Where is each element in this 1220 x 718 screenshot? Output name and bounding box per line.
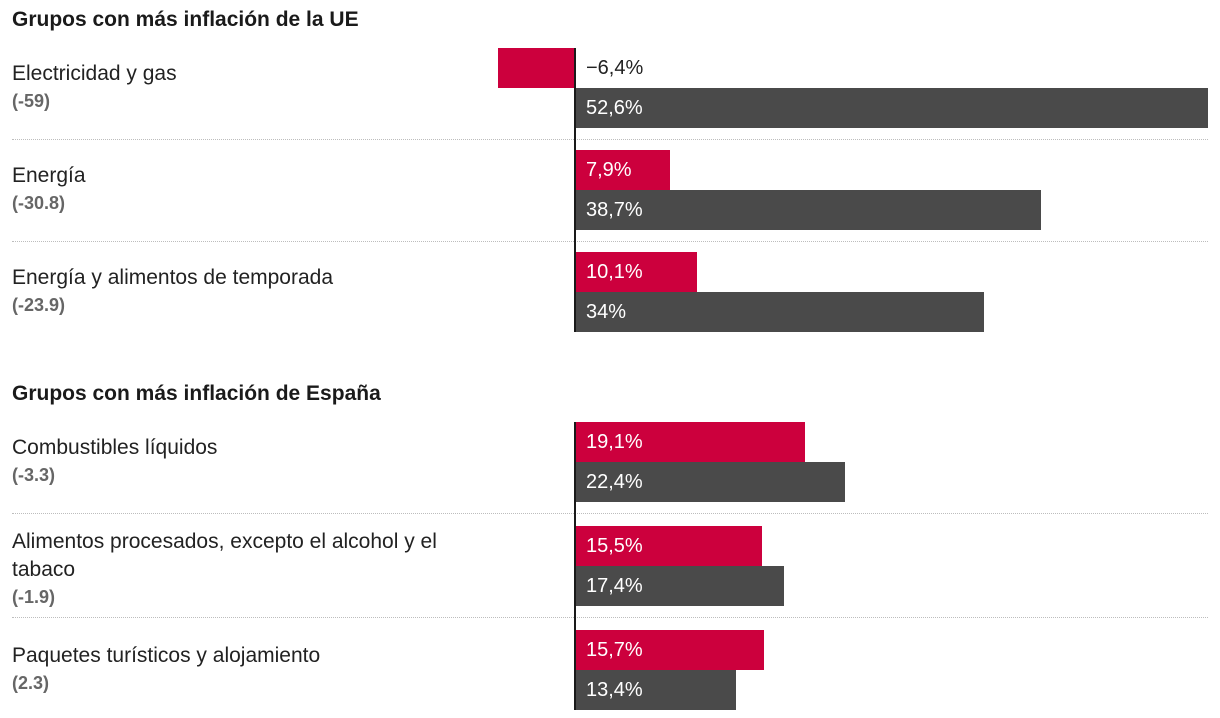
- zero-axis: [574, 48, 576, 332]
- category-name: Alimentos procesados, excepto el alcohol…: [12, 530, 437, 581]
- bar-series-a: [497, 48, 575, 88]
- category-name: Energía y alimentos de temporada: [12, 266, 334, 289]
- zero-axis: [574, 422, 576, 710]
- section-title: Grupos con más inflación de España: [12, 382, 381, 405]
- section-title: Grupos con más inflación de la UE: [12, 8, 359, 31]
- category-label: Electricidad y gas (-59): [12, 60, 492, 114]
- bar-series-b: [575, 190, 1041, 230]
- bar-series-a: [575, 630, 764, 670]
- data-label: −6,4%: [586, 57, 644, 79]
- category-label: Energía y alimentos de temporada (-23.9): [12, 264, 492, 318]
- category-label: Combustibles líquidos (-3.3): [12, 434, 492, 488]
- category-label: Energía (-30.8): [12, 162, 492, 216]
- category-difference: (2.3): [12, 673, 50, 693]
- category-difference: (-23.9): [12, 295, 66, 315]
- category-difference: (-3.3): [12, 465, 56, 485]
- category-name: Electricidad y gas: [12, 62, 177, 85]
- category-difference: (-30.8): [12, 193, 66, 213]
- category-name: Energía: [12, 164, 86, 187]
- data-label: 10,1%: [586, 261, 643, 283]
- category-difference: (-59): [12, 91, 51, 111]
- data-label: 19,1%: [586, 431, 643, 453]
- data-label: 22,4%: [586, 471, 643, 493]
- data-label: 13,4%: [586, 679, 643, 701]
- row-separator: [12, 513, 1208, 514]
- category-name: Paquetes turísticos y alojamiento: [12, 644, 321, 667]
- bar-series-a: [575, 526, 762, 566]
- category-label: Paquetes turísticos y alojamiento (2.3): [12, 642, 492, 696]
- bar-series-a: [575, 422, 805, 462]
- bar-series-b: [575, 670, 737, 710]
- bar-series-a: [575, 150, 671, 190]
- data-label: 15,7%: [586, 639, 643, 661]
- data-label: 38,7%: [586, 199, 643, 221]
- row-separator: [12, 617, 1208, 618]
- category-name: Combustibles líquidos: [12, 436, 218, 459]
- data-label: 34%: [586, 301, 627, 323]
- bar-series-b: [575, 566, 785, 606]
- row-separator: [12, 139, 1208, 140]
- category-difference: (-1.9): [12, 587, 56, 607]
- bar-series-b: [575, 462, 845, 502]
- data-label: 15,5%: [586, 535, 643, 557]
- bar-series-b: [575, 88, 1208, 128]
- row-separator: [12, 241, 1208, 242]
- data-label: 7,9%: [586, 159, 632, 181]
- bar-series-b: [575, 292, 985, 332]
- data-label: 17,4%: [586, 575, 643, 597]
- data-label: 52,6%: [586, 97, 643, 119]
- bar-series-a: [575, 252, 697, 292]
- category-label: Alimentos procesados, excepto el alcohol…: [12, 528, 492, 610]
